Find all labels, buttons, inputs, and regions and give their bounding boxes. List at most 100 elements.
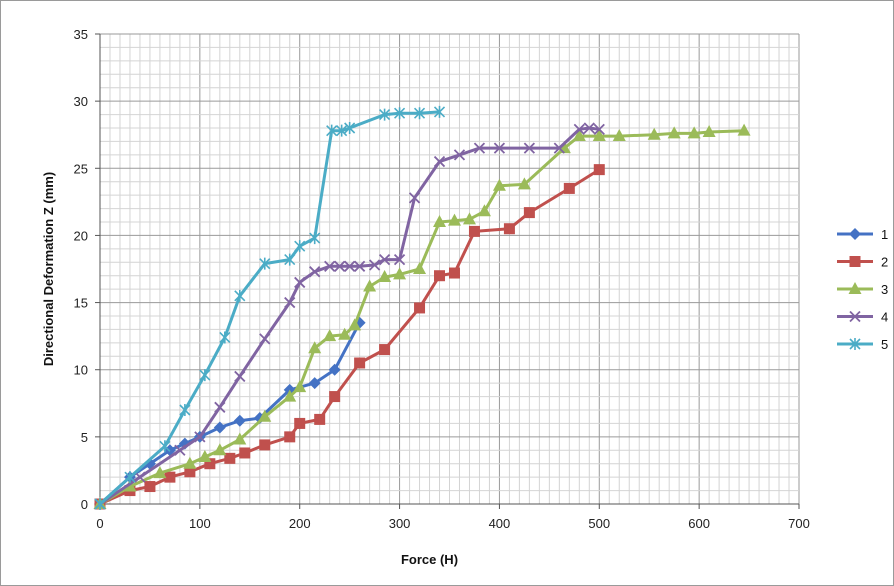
- data-point-5: [284, 253, 296, 266]
- data-point-4: [553, 142, 565, 154]
- data-point-5: [179, 404, 191, 416]
- legend-label: 2: [881, 255, 888, 270]
- legend-label: 3: [881, 282, 888, 297]
- data-point-3: [477, 204, 491, 217]
- data-point-3: [702, 125, 716, 138]
- series-4: [94, 122, 605, 510]
- data-point-4: [194, 431, 206, 443]
- y-tick-label: 25: [74, 161, 88, 176]
- legend-label: 1: [881, 227, 888, 242]
- data-point-3: [378, 270, 392, 283]
- data-point-4: [453, 149, 466, 161]
- data-point-3: [393, 267, 407, 280]
- data-point-3: [323, 329, 337, 342]
- data-point-2: [523, 207, 535, 219]
- data-point-4: [353, 260, 366, 272]
- data-point-5: [309, 232, 321, 245]
- legend-marker: [849, 256, 861, 267]
- data-point-4: [294, 276, 306, 289]
- data-point-1: [308, 377, 321, 390]
- legend-label: 4: [881, 310, 888, 325]
- y-axis-title: Directional Deformation Z (mm): [41, 172, 56, 366]
- data-point-3: [413, 262, 427, 274]
- data-point-3: [687, 126, 701, 139]
- data-point-2: [164, 471, 176, 483]
- legend-item-2: 2: [837, 255, 888, 270]
- data-point-3: [737, 123, 751, 136]
- data-point-4: [493, 142, 506, 154]
- x-tick-label: 200: [289, 516, 311, 531]
- data-point-4: [408, 192, 421, 204]
- data-point-1: [328, 363, 341, 376]
- data-point-4: [523, 142, 536, 154]
- data-point-4: [583, 122, 595, 134]
- data-point-5: [94, 498, 106, 510]
- x-tick-label: 0: [96, 516, 103, 531]
- data-point-5: [379, 108, 391, 121]
- data-point-2: [503, 223, 515, 235]
- data-point-4: [593, 123, 605, 135]
- data-point-2: [184, 466, 196, 478]
- data-point-2: [448, 267, 460, 279]
- y-tick-label: 0: [81, 497, 88, 512]
- data-point-2: [434, 270, 446, 282]
- data-point-4: [174, 444, 186, 456]
- data-point-5: [413, 107, 426, 120]
- data-point-5: [259, 257, 271, 270]
- data-point-5: [326, 124, 338, 137]
- data-point-3: [433, 215, 447, 227]
- data-point-3: [363, 279, 377, 292]
- data-point-3: [348, 318, 362, 331]
- data-point-3: [258, 409, 272, 422]
- data-point-2: [259, 439, 271, 451]
- legend-item-3: 3: [837, 282, 888, 297]
- data-point-4: [473, 142, 486, 154]
- data-point-3: [572, 129, 586, 142]
- y-tick-label: 35: [74, 27, 88, 42]
- data-point-2: [354, 357, 366, 369]
- x-tick-label: 600: [688, 516, 710, 531]
- data-point-5: [433, 105, 446, 118]
- data-point-2: [294, 417, 306, 429]
- legend-item-5: 5: [837, 337, 888, 352]
- data-point-4: [324, 260, 336, 272]
- data-point-3: [293, 380, 307, 393]
- data-point-4: [284, 296, 296, 309]
- data-point-4: [134, 471, 146, 483]
- data-point-5: [199, 369, 211, 382]
- data-point-1: [213, 421, 226, 434]
- data-point-5: [344, 122, 356, 134]
- data-point-3: [153, 466, 167, 479]
- series-5: [94, 105, 446, 510]
- data-point-5: [159, 440, 171, 453]
- data-point-5: [394, 107, 406, 120]
- data-point-3: [612, 129, 626, 142]
- data-point-2: [593, 164, 605, 176]
- x-tick-label: 300: [389, 516, 411, 531]
- legend: 1 2 3 4 5: [837, 227, 888, 352]
- legend-marker: [849, 338, 861, 350]
- data-point-4: [334, 260, 346, 272]
- y-tick-label: 15: [74, 296, 88, 311]
- x-tick-label: 400: [489, 516, 511, 531]
- data-point-2: [204, 458, 216, 470]
- data-point-4: [368, 259, 381, 271]
- data-point-4: [433, 155, 446, 168]
- data-point-5: [219, 331, 231, 344]
- data-point-2: [284, 431, 296, 443]
- data-point-3: [233, 432, 247, 445]
- series-2: [94, 164, 605, 510]
- data-point-2: [468, 225, 480, 237]
- data-point-4: [573, 123, 585, 135]
- data-point-3: [517, 177, 531, 190]
- data-point-2: [239, 447, 251, 459]
- y-tick-label: 20: [74, 228, 88, 243]
- data-point-5: [124, 471, 136, 484]
- x-tick-label: 700: [788, 516, 810, 531]
- data-point-3: [667, 126, 681, 139]
- legend-marker: [849, 228, 861, 240]
- data-point-5: [234, 289, 246, 302]
- legend-marker: [849, 310, 861, 323]
